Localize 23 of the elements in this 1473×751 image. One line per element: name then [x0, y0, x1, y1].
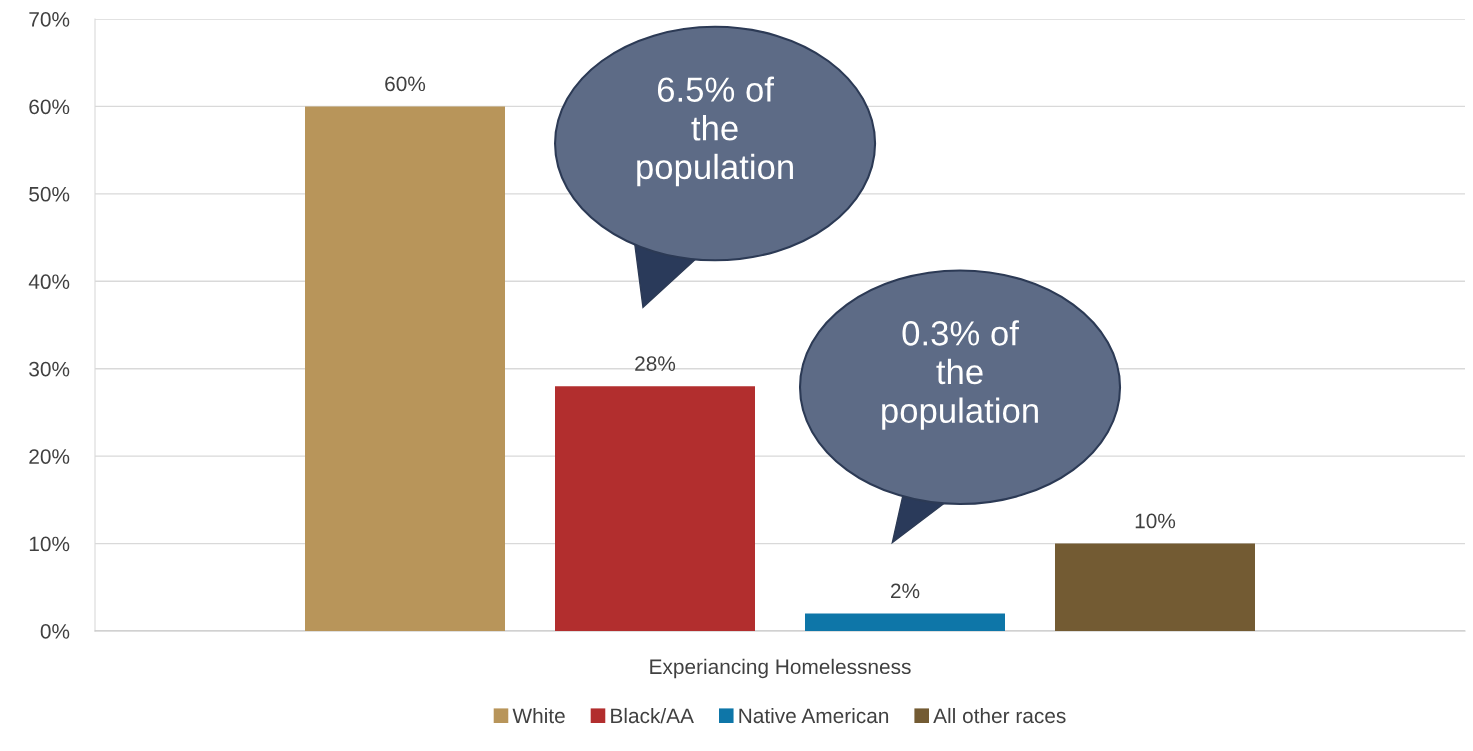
- legend-label: Black/AA: [611, 707, 694, 724]
- x-tick-label: Experiancing Homelessness: [650, 658, 911, 679]
- y-tick-label: 0%: [40, 624, 70, 639]
- text: 2%: [890, 583, 920, 599]
- y-tick-label: 60%: [29, 99, 70, 115]
- y-tick-label: 50%: [29, 186, 70, 202]
- y-tick-label: 10%: [29, 536, 70, 552]
- bar: [1055, 543, 1255, 631]
- legend-label: White: [512, 707, 565, 724]
- y-tick-label: 20%: [29, 449, 70, 464]
- y-tick-label: 30%: [29, 361, 70, 377]
- text: 10%: [1135, 513, 1176, 529]
- text: 28%: [635, 356, 676, 371]
- bar: [555, 386, 755, 631]
- y-tick-label: 70%: [29, 12, 70, 27]
- legend-label: Native American: [739, 707, 889, 724]
- legend-label: All other races: [933, 707, 1066, 724]
- bar: [805, 613, 1005, 631]
- annotation: 6.5% of the population: [637, 76, 793, 187]
- y-tick-label: 40%: [28, 274, 70, 290]
- annotation: 0.3% of the population: [882, 320, 1038, 430]
- text: 60%: [385, 76, 426, 92]
- bar: [305, 106, 505, 631]
